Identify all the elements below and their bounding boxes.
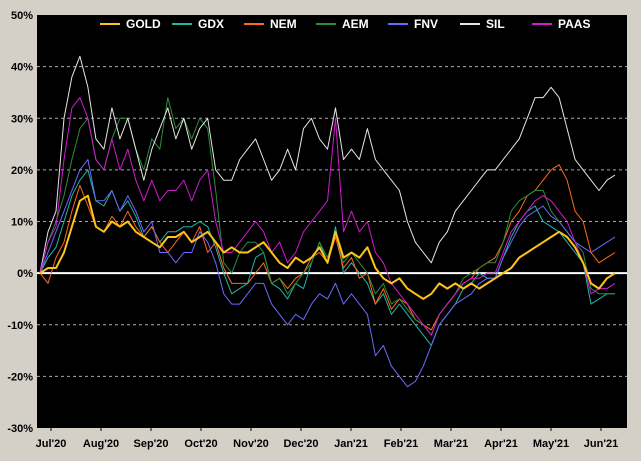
x-axis-ticks: Jul'20 Aug'20 Sep'20 Oct'20 Nov'20 Dec'20 Jan'… [36,428,618,450]
legend-label-sil: SIL [486,17,505,31]
legend-label-gold: GOLD [126,17,161,31]
y-tick-label: 40% [11,62,33,74]
legend-label-paas: PAAS [558,17,590,31]
series-line-paas [39,97,616,336]
legend-label-gdx: GDX [198,17,224,31]
x-tick-label: Oct'20 [184,438,217,450]
series-line-sil [39,55,616,274]
x-tick-label: May'21 [533,438,569,450]
x-tick-label: Dec'20 [283,438,318,450]
legend-label-nem: NEM [270,17,297,31]
legend: GOLD GDX NEM AEM FNV SIL PAAS [100,17,590,31]
series-line-gold [39,194,616,300]
y-tick-label: 30% [11,113,33,125]
x-tick-label: Apr'21 [484,438,518,450]
legend-label-aem: AEM [342,17,369,31]
y-tick-label: -10% [7,320,33,332]
series-line-fnv [39,159,616,388]
x-tick-label: Aug'20 [83,438,119,450]
y-tick-label: -30% [7,423,33,435]
x-tick-label: Mar'21 [434,438,468,450]
x-tick-label: Sep'20 [133,438,168,450]
x-tick-label: Jan'21 [334,438,368,450]
y-tick-label: 50% [11,10,33,22]
series-lines [39,55,616,388]
x-tick-label: Jul'20 [36,438,67,450]
y-tick-label: 10% [11,217,33,229]
y-tick-label: -20% [7,371,33,383]
x-tick-label: Jun'21 [584,438,618,450]
legend-label-fnv: FNV [414,17,438,31]
x-tick-label: Nov'20 [233,438,269,450]
x-tick-label: Feb'21 [384,438,418,450]
y-axis-ticks: 50% 40% 30% 20% 10% 0% -10% -20% -30% [7,10,33,435]
y-tick-label: 0% [17,268,33,280]
y-tick-label: 20% [11,165,33,177]
